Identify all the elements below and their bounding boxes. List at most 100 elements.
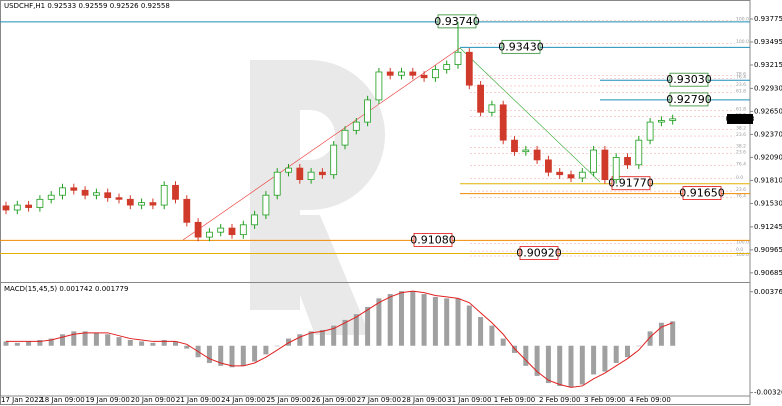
y-tick-label: 0.91245 <box>754 223 782 231</box>
candle-body <box>488 104 496 113</box>
open: 0.92533 <box>47 2 76 10</box>
candle-body <box>126 198 134 206</box>
x-tick-label: 21 Jan 09:00 <box>176 396 220 404</box>
candle-body <box>149 202 157 206</box>
histogram-bar <box>410 291 416 346</box>
level-box <box>669 92 709 107</box>
watermark <box>250 60 385 335</box>
candle-body <box>545 159 552 173</box>
x-tick-label: 4 Feb 09:00 <box>629 396 670 404</box>
candle-body <box>138 202 146 206</box>
y-tick-label: 0.91810 <box>754 176 782 184</box>
y-tick-label: 0.90965 <box>754 246 782 254</box>
candle-body <box>578 171 586 179</box>
symbol: USDCHF,H1 <box>4 2 45 10</box>
candle-body <box>273 171 281 196</box>
histogram-bar <box>399 291 404 346</box>
histogram-bar <box>274 345 280 347</box>
candle-body <box>307 171 315 181</box>
histogram-bar <box>342 319 348 346</box>
candle-body <box>160 184 168 206</box>
last-price-box <box>727 113 753 124</box>
candle-body <box>612 157 620 181</box>
histogram-bar <box>545 345 551 384</box>
fib-label: 76.4 <box>736 194 746 200</box>
fib-label: 100.0 <box>736 17 749 23</box>
fib-label: 0.0 <box>736 247 743 253</box>
histogram-bar <box>60 334 65 346</box>
histogram-bar <box>229 345 235 368</box>
fib-label: 0.0 <box>736 175 743 181</box>
histogram-bar <box>319 329 325 346</box>
candle-body <box>556 171 564 176</box>
x-tick-label: 1 Feb 09:00 <box>494 396 535 404</box>
histogram-bar <box>568 345 574 388</box>
histogram-bar <box>139 341 145 346</box>
fib-label: 100.0 <box>736 240 749 246</box>
candle-body <box>386 71 394 76</box>
level-label: 0.93030 <box>666 73 712 86</box>
x-tick-label: 26 Jan 09:00 <box>312 396 356 404</box>
y-tick-label: 0.93775 <box>754 15 782 23</box>
histogram-bar <box>26 341 32 346</box>
candle-body <box>364 99 372 123</box>
fib-label: 100.0 <box>736 39 749 45</box>
histogram-bar <box>150 342 156 346</box>
fib-label: 100.0 <box>736 252 749 258</box>
histogram-bar <box>444 298 450 346</box>
candle-body <box>533 149 541 161</box>
histogram-bar <box>206 345 212 363</box>
histogram-bar <box>48 338 54 346</box>
candle-body <box>36 198 44 208</box>
histogram-bar <box>308 331 314 346</box>
signal-line <box>6 290 673 388</box>
candle-body <box>228 227 236 236</box>
candle-body <box>251 214 259 226</box>
candle-body <box>194 221 202 238</box>
fib-label: 61.8 <box>736 89 746 95</box>
low: 0.92526 <box>110 2 139 10</box>
level-label: 0.93740 <box>434 15 480 28</box>
histogram-bar <box>37 340 43 346</box>
level-box <box>611 176 651 191</box>
fib-label: 76.4 <box>736 75 746 81</box>
histogram-bar <box>331 325 337 346</box>
histogram-bar <box>591 345 597 375</box>
x-tick-label: 24 Jan 09:00 <box>221 396 265 404</box>
y-tick-label: 0.93495 <box>754 38 782 46</box>
level-label: 0.92790 <box>666 93 712 106</box>
x-tick-label: 28 Jan 09:00 <box>402 396 446 404</box>
histogram-bar <box>613 345 619 363</box>
histogram-bar <box>297 334 303 346</box>
histogram-bar <box>173 341 178 346</box>
fib-label: 76.4 <box>736 162 746 168</box>
candle-body <box>262 194 270 216</box>
macd-header: MACD(15,45,5) 0.001742 0.001779 <box>4 285 128 293</box>
histogram-bar <box>670 321 676 346</box>
y-tick-label: 0.90685 <box>754 269 782 277</box>
candle-body <box>420 74 428 79</box>
level-box <box>501 39 541 54</box>
frame <box>0 0 751 405</box>
x-tick-label: 2 Feb 09:00 <box>539 396 580 404</box>
y-tick-label: -0.003265 <box>754 389 782 397</box>
trend-line <box>459 47 601 183</box>
level-box <box>519 246 559 260</box>
x-tick-label: 19 Jan 09:00 <box>86 396 130 404</box>
histogram-bar <box>489 325 495 346</box>
candle-body <box>59 187 66 196</box>
candle-body <box>205 231 213 238</box>
histogram-bar <box>286 338 291 346</box>
signal-value: 0.001779 <box>95 285 128 293</box>
histogram-bar <box>512 345 517 353</box>
candle-body <box>285 167 292 173</box>
candle-body <box>567 174 575 179</box>
histogram-bar <box>478 317 484 346</box>
y-tick-label: 0.92650 <box>754 107 782 115</box>
candle-body <box>172 184 179 200</box>
candle-body <box>2 205 10 211</box>
candle-body <box>25 204 33 208</box>
histogram-bar <box>647 331 653 346</box>
histogram-bar <box>625 345 630 358</box>
histogram-bar <box>14 342 20 346</box>
